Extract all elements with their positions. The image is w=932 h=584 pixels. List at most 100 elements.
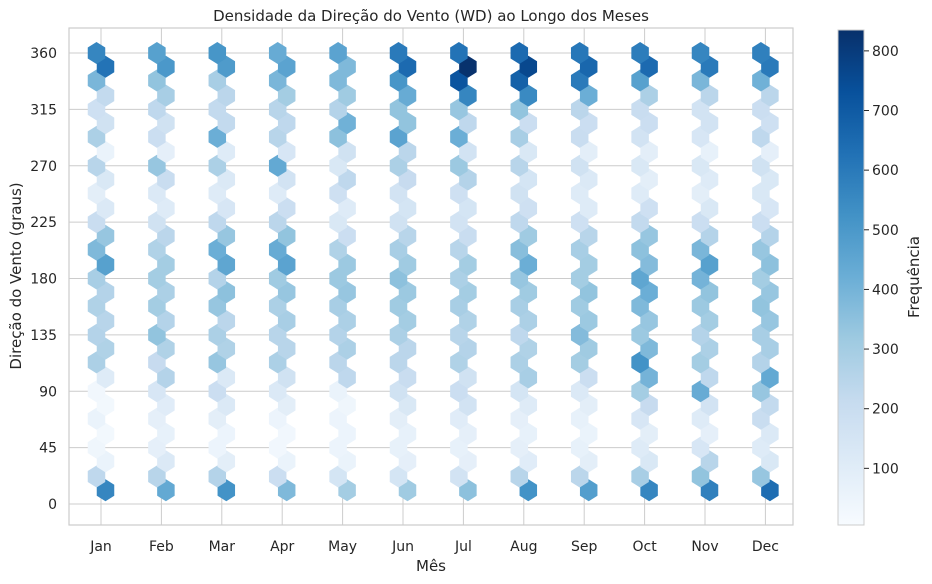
hex-bin [579,197,598,220]
hex-bin [700,422,719,445]
hex-bin [96,422,115,445]
hex-bin [208,407,227,430]
hex-bin [389,182,408,205]
hex-bin [217,422,236,445]
hex-bin [157,450,175,473]
hex-bin [148,69,166,92]
hex-bin [157,55,175,78]
x-axis-ticks: Jan Feb Mar Apr May Jun Jul Aug Sep Oct Nov Dec [89,539,779,555]
y-tick-label: 360 [30,46,57,62]
hex-bin [208,436,227,459]
hex-bin [217,337,236,360]
hex-bin [148,407,166,430]
hex-bin [700,281,719,304]
hex-bin [510,211,529,234]
hex-bin [157,84,175,107]
hex-bin [277,55,296,78]
hex-bin [96,281,115,304]
hex-bin [87,125,106,148]
hex-bin [87,407,106,430]
hex-bin [389,211,408,234]
hex-bin [389,323,408,346]
hex-bin [761,168,779,191]
hex-bin [148,211,166,234]
hex-bin [87,42,106,64]
hex-bin [450,154,468,177]
hex-bin [519,168,538,191]
hex-bin [579,224,598,247]
hex-bin [338,140,356,163]
hex-bin [640,310,658,333]
hex-bin [519,479,538,502]
hex-bin [208,125,227,148]
hex-bin [640,168,658,191]
hex-bin [87,69,106,92]
hex-bin [761,281,779,304]
hex-bin [148,42,166,64]
hex-bin [450,267,468,290]
colorbar-ticks: 100 200 300 400 500 600 700 800 [864,44,899,477]
hex-bin [510,125,529,148]
hex-bin [570,69,589,92]
hex-bin [96,394,115,417]
hex-bin [640,253,658,276]
hex-bin [752,182,770,205]
hex-bin [329,380,347,403]
hex-bin [87,211,106,234]
hex-bin [398,337,417,360]
hex-bin [208,211,227,234]
hex-bin [148,125,166,148]
x-tick-label: Jun [391,539,414,555]
hex-bin [752,98,770,121]
hex-bin [752,42,770,64]
hex-bin [579,281,598,304]
hex-bin [277,168,296,191]
hex-bin [398,422,417,445]
hex-bin [338,310,356,333]
hex-bin [631,407,649,430]
hex-bin [579,310,598,333]
hex-bin [459,450,477,473]
hex-bin [761,112,779,135]
hex-bin [761,140,779,163]
hex-bin [329,154,347,177]
hex-bin [519,224,538,247]
colorbar-tick-label: 500 [872,223,899,239]
hex-bin [277,310,296,333]
hex-bin [691,42,710,64]
hex-bin [570,42,589,64]
hex-bin [570,125,589,148]
hex-bin [631,267,649,290]
hex-bin [459,394,477,417]
hex-bin [450,407,468,430]
hex-bin [700,84,719,107]
hex-bin [338,55,356,78]
hex-bin [691,182,710,205]
hex-bin [87,154,106,177]
hex-bin [96,168,115,191]
hex-bin [579,337,598,360]
hex-bin [579,140,598,163]
hex-bin [691,154,710,177]
hex-bin [700,450,719,473]
hex-bin [208,42,227,64]
hex-bin [631,238,649,261]
hex-bin [761,479,779,502]
hex-bin [570,351,589,374]
hex-bin [579,422,598,445]
hex-bin [96,253,115,276]
hex-bin [579,394,598,417]
hex-bin [510,323,529,346]
hex-bin [338,394,356,417]
hex-bin [691,98,710,121]
hex-bin [570,465,589,488]
hex-bin [87,98,106,121]
y-tick-label: 270 [30,159,57,175]
hex-bin [570,407,589,430]
hex-bin [398,84,417,107]
hex-bin [268,267,287,290]
hex-bin [510,98,529,121]
hex-bin [338,112,356,135]
hex-bin [96,197,115,220]
hex-bin [338,197,356,220]
